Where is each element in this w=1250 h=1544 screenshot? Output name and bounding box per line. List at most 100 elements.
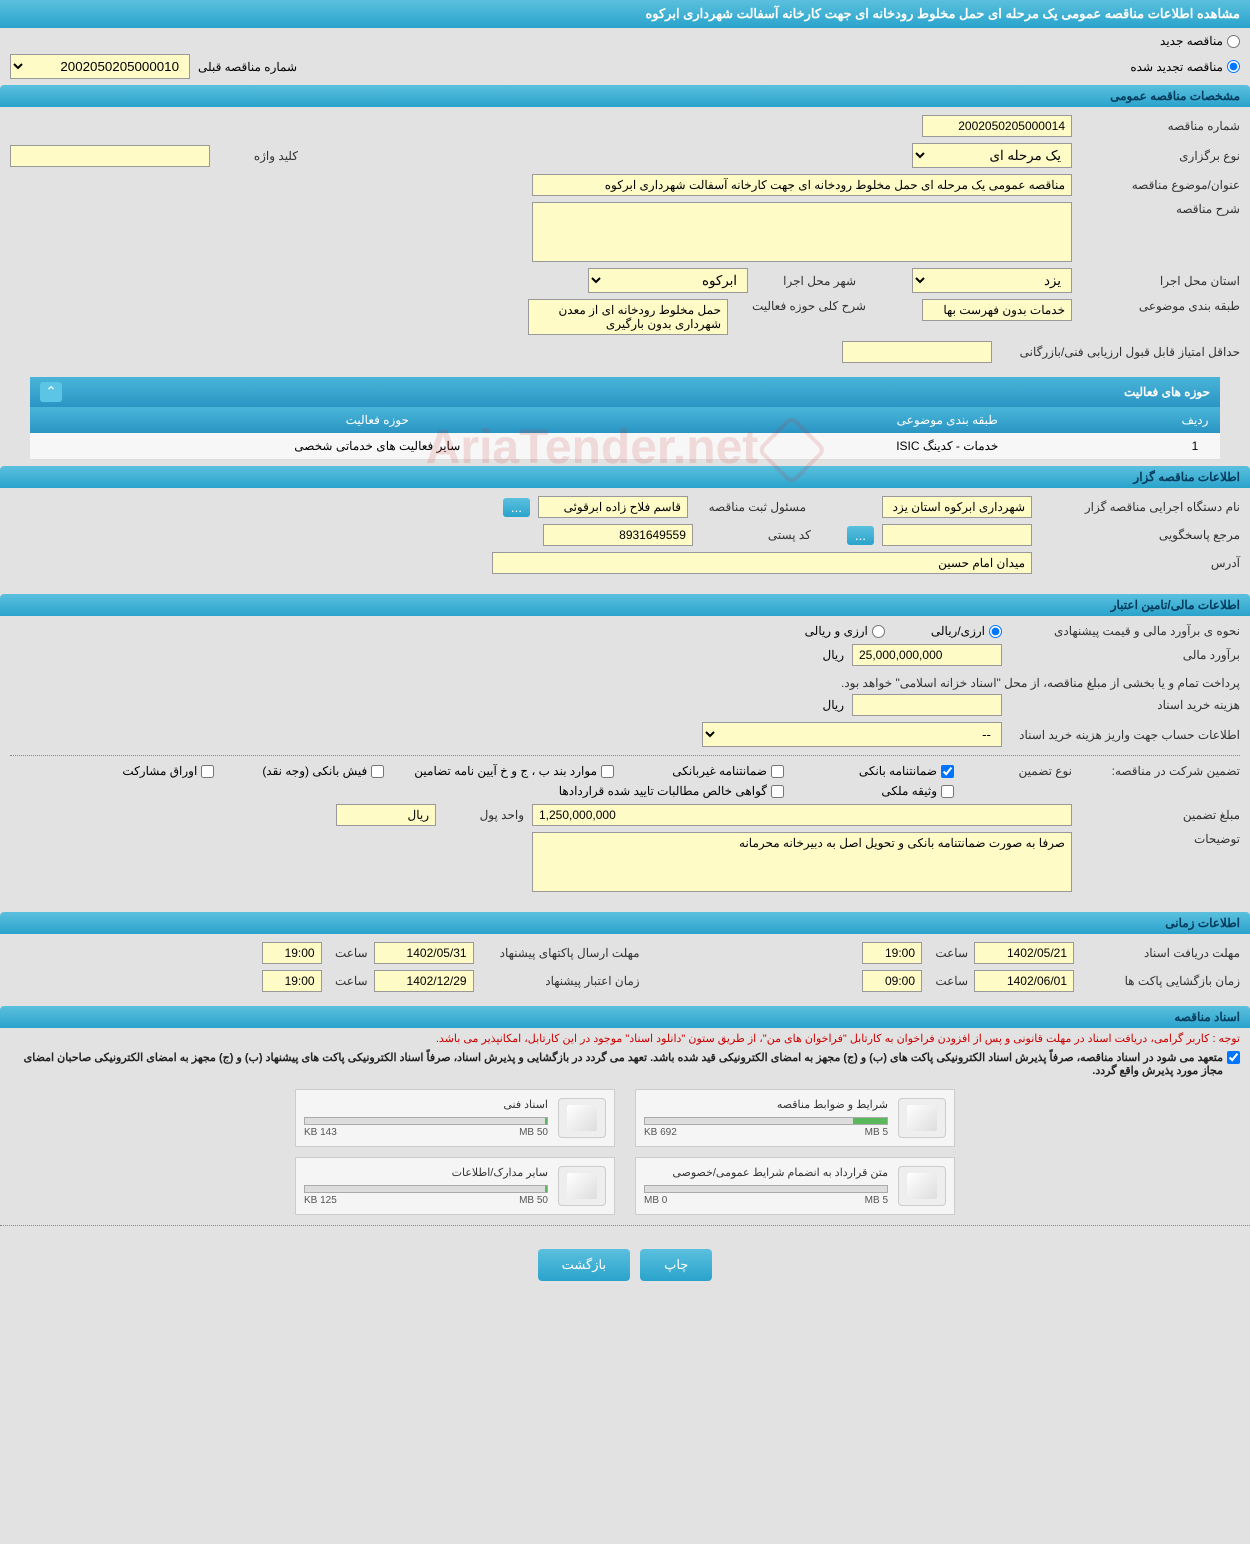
doc-card-0[interactable]: شرایط و ضوابط مناقصه 5 MB692 KB [635,1089,955,1147]
validity-label: زمان اعتبار پیشنهاد [480,974,640,988]
reg-officer-field: قاسم فلاح زاده ابرقوئی [538,496,688,518]
tender-number-field: 2002050205000014 [922,115,1072,137]
check-participation[interactable] [201,765,214,778]
prev-number-label: شماره مناقصه قبلی [198,60,297,74]
check-items-bjkh[interactable] [601,765,614,778]
doc-deadline-date: 1402/05/21 [974,942,1074,964]
doc-max-2: 5 MB [865,1195,888,1206]
docs-note-red: توجه : کاربر گرامی، دریافت اسناد در مهلت… [0,1028,1250,1049]
description-label: شرح مناقصه [1080,202,1240,216]
cell-area: سایر فعالیت های خدماتی شخصی [30,433,725,460]
doc-used-1: 143 KB [304,1127,337,1138]
doc-used-0: 692 KB [644,1127,677,1138]
radio-arz-and-rial[interactable] [872,625,885,638]
check-property[interactable] [941,785,954,798]
response-ref-label: مرجع پاسخگویی [1040,528,1240,542]
postal-code-field: 8931649559 [543,524,693,546]
print-button[interactable]: چاپ [640,1249,712,1281]
time-hour-label-1: ساعت [928,946,968,960]
radio-new-tender[interactable] [1227,35,1240,48]
currency-unit-label: واحد پول [444,808,524,822]
min-score-field[interactable] [842,341,992,363]
response-ref-field[interactable] [882,524,1032,546]
progress-bar-1 [304,1117,548,1125]
category-label: طبقه بندی موضوعی [1080,299,1240,313]
city-select[interactable]: ابرکوه [588,268,748,293]
doc-title-3: سایر مدارک/اطلاعات [304,1166,548,1179]
docs-grid: شرایط و ضوابط مناقصه 5 MB692 KB اسناد فن… [0,1089,1250,1215]
back-button[interactable]: بازگشت [538,1249,630,1281]
packet-open-date: 1402/06/01 [974,970,1074,992]
time-hour-label-2: ساعت [328,946,368,960]
packet-send-time: 19:00 [262,942,322,964]
section-general-spec: مشخصات مناقصه عمومی [0,85,1250,107]
divider [10,755,1240,756]
activity-areas-header: حوزه های فعالیت ⌃ [30,377,1220,407]
section-financial-info: اطلاعات مالی/تامین اعتبار [0,594,1250,616]
exec-org-field: شهرداری ابرکوه استان یزد [882,496,1032,518]
prev-number-select[interactable]: 2002050205000010 [10,54,190,79]
exec-org-label: نام دستگاه اجرایی مناقصه گزار [1040,500,1240,514]
account-info-select[interactable]: -- [702,722,1002,747]
radio-renewed-tender[interactable] [1227,60,1240,73]
officer-ellipsis-button[interactable]: ... [503,498,530,517]
doc-max-3: 50 MB [519,1195,548,1206]
explanation-field[interactable]: صرفا به صورت ضمانتنامه بانکی و تحویل اصل… [532,832,1072,892]
holding-type-select[interactable]: یک مرحله ای [912,143,1072,168]
reg-officer-label: مسئول ثبت مناقصه [696,500,806,514]
doc-deadline-label: مهلت دریافت اسناد [1080,946,1240,960]
category-field: خدمات بدون فهرست بها [922,299,1072,321]
province-label: استان محل اجرا [1080,274,1240,288]
doc-card-2[interactable]: متن قرارداد به انضمام شرایط عمومی/خصوصی … [635,1157,955,1215]
section-organizer-info: اطلاعات مناقصه گزار [0,466,1250,488]
check-items-bjkh-label: موارد بند ب ، ج و خ آیین نامه تضامین [414,764,597,778]
validity-date: 1402/12/29 [374,970,474,992]
title-field: مناقصه عمومی یک مرحله ای حمل مخلوط رودخا… [532,174,1072,196]
doc-used-3: 125 KB [304,1195,337,1206]
check-bank-guarantee[interactable] [941,765,954,778]
doc-fee-label: هزینه خرید اسناد [1010,698,1240,712]
progress-bar-3 [304,1185,548,1193]
explanation-label: توضیحات [1080,832,1240,846]
doc-title-0: شرایط و ضوابط مناقصه [644,1098,888,1111]
packet-send-label: مهلت ارسال پاکتهای پیشنهاد [480,946,640,960]
radio-arz-and-rial-label: ارزی و ریالی [805,624,868,638]
check-net-claims[interactable] [771,785,784,798]
address-label: آدرس [1040,556,1240,570]
keyword-field[interactable] [10,145,210,167]
province-select[interactable]: یزد [912,268,1072,293]
doc-title-1: اسناد فنی [304,1098,548,1111]
currency-unit-field: ریال [336,804,436,826]
page-title: مشاهده اطلاعات مناقصه عمومی یک مرحله ای … [0,0,1250,28]
check-bank-guarantee-label: ضمانتنامه بانکی [859,764,937,778]
footer-buttons: چاپ بازگشت [0,1234,1250,1296]
check-bank-receipt[interactable] [371,765,384,778]
progress-bar-0 [644,1117,888,1125]
doc-max-1: 50 MB [519,1127,548,1138]
currency-rial: ریال [822,648,844,662]
progress-bar-2 [644,1185,888,1193]
response-ellipsis-button[interactable]: ... [847,526,874,545]
check-property-label: وثیقه ملکی [881,784,937,798]
description-field[interactable] [532,202,1072,262]
validity-time: 19:00 [262,970,322,992]
time-hour-label-4: ساعت [328,974,368,988]
keyword-label: کلید واژه [218,149,298,163]
doc-card-3[interactable]: سایر مدارک/اطلاعات 50 MB 125 KB [295,1157,615,1215]
postal-code-label: کد پستی [701,528,811,542]
collapse-button[interactable]: ⌃ [40,382,62,402]
activity-scope-label: شرح کلی حوزه فعالیت [736,299,866,313]
payment-note: پرداخت تمام و یا بخشی از مبلغ مناقصه، از… [10,672,1240,694]
doc-card-1[interactable]: اسناد فنی 50 MB 143 KB [295,1089,615,1147]
activity-areas-title: حوزه های فعالیت [1124,385,1210,399]
tender-type-row: مناقصه جدید [0,28,1250,54]
check-bank-receipt-label: فیش بانکی (وجه نقد) [262,764,367,778]
activity-table: ردیف طبقه بندی موضوعی حوزه فعالیت 1 خدما… [30,407,1220,460]
estimate-field: 25,000,000,000 [852,644,1002,666]
doc-fee-field[interactable] [852,694,1002,716]
agree-checkbox[interactable] [1227,1051,1240,1064]
check-nonbank-guarantee[interactable] [771,765,784,778]
activity-scope-field: حمل مخلوط رودخانه ای از معدن شهرداری بدو… [528,299,728,335]
folder-icon [558,1098,606,1138]
radio-arz-rial[interactable] [989,625,1002,638]
